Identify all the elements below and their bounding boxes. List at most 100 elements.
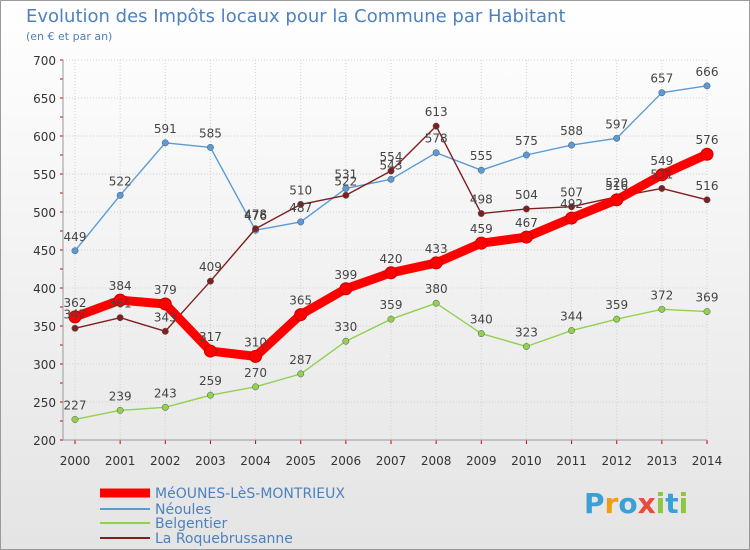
data-label: 384 bbox=[109, 279, 132, 293]
legend-label: MéOUNES-LèS-MONTRIEUX bbox=[155, 486, 345, 502]
proxiti-logo: Proxiti bbox=[584, 487, 688, 520]
data-label: 510 bbox=[289, 183, 312, 197]
x-tick-label: 2003 bbox=[195, 454, 226, 468]
y-tick-label: 600 bbox=[33, 130, 56, 144]
data-label: 340 bbox=[470, 313, 493, 327]
data-label: 478 bbox=[244, 208, 267, 222]
data-label: 467 bbox=[515, 216, 538, 230]
logo-letter: i bbox=[655, 487, 666, 520]
y-tick-label: 250 bbox=[33, 396, 56, 410]
series-point-3 bbox=[297, 200, 305, 208]
data-label: 372 bbox=[650, 288, 673, 302]
series-point-1 bbox=[342, 184, 350, 192]
series-point-1 bbox=[387, 175, 395, 183]
series-point-2 bbox=[703, 308, 711, 316]
data-label: 449 bbox=[64, 230, 87, 244]
logo-letter: P bbox=[584, 487, 605, 520]
x-tick-label: 2013 bbox=[647, 454, 678, 468]
x-tick-label: 2010 bbox=[511, 454, 542, 468]
data-label: 531 bbox=[650, 167, 673, 181]
series-point-1 bbox=[71, 247, 79, 255]
data-label: 323 bbox=[515, 326, 538, 340]
legend: MéOUNES-LèS-MONTRIEUXNéoulesBelgentierLa… bbox=[100, 486, 345, 547]
data-label: 317 bbox=[199, 330, 222, 344]
data-label: 399 bbox=[334, 268, 357, 282]
data-label: 555 bbox=[470, 149, 493, 163]
y-tick-label: 500 bbox=[33, 206, 56, 220]
series-point-3 bbox=[568, 203, 576, 211]
series-point-2 bbox=[658, 305, 666, 313]
series-point-1 bbox=[477, 166, 485, 174]
series-point-3 bbox=[161, 327, 169, 335]
series-point-0 bbox=[203, 344, 217, 358]
series-point-2 bbox=[387, 315, 395, 323]
series-point-0 bbox=[519, 230, 533, 244]
data-label: 361 bbox=[109, 297, 132, 311]
y-tick-label: 350 bbox=[33, 320, 56, 334]
series-point-3 bbox=[206, 277, 214, 285]
x-tick-label: 2009 bbox=[466, 454, 497, 468]
series-point-1 bbox=[206, 143, 214, 151]
data-label: 379 bbox=[154, 283, 177, 297]
series-point-0 bbox=[113, 293, 127, 307]
x-tick-label: 2011 bbox=[556, 454, 587, 468]
series-point-1 bbox=[161, 139, 169, 147]
data-label: 516 bbox=[696, 179, 719, 193]
x-tick-label: 2008 bbox=[421, 454, 452, 468]
data-label: 507 bbox=[560, 186, 583, 200]
series-point-3 bbox=[522, 205, 530, 213]
x-tick-label: 2004 bbox=[240, 454, 271, 468]
data-label: 409 bbox=[199, 260, 222, 274]
series-point-3 bbox=[703, 196, 711, 204]
series-point-1 bbox=[658, 89, 666, 97]
data-label: 657 bbox=[650, 72, 673, 86]
data-label: 459 bbox=[470, 222, 493, 236]
y-tick-label: 450 bbox=[33, 244, 56, 258]
series-point-3 bbox=[342, 191, 350, 199]
data-label: 347 bbox=[64, 307, 87, 321]
data-label: 613 bbox=[425, 105, 448, 119]
data-label: 531 bbox=[334, 167, 357, 181]
data-label: 270 bbox=[244, 366, 267, 380]
series-point-0 bbox=[655, 168, 669, 182]
x-tick-label: 2002 bbox=[150, 454, 181, 468]
series-point-1 bbox=[432, 149, 440, 157]
series-point-3 bbox=[432, 122, 440, 130]
series-point-0 bbox=[610, 193, 624, 207]
series-point-1 bbox=[703, 82, 711, 90]
axes: 200 250 300 350 400 450 500 550 600 650 700 2000 200… bbox=[33, 54, 722, 468]
data-label: 516 bbox=[605, 179, 628, 193]
data-label: 365 bbox=[289, 294, 312, 308]
series-point-2 bbox=[568, 327, 576, 335]
series-point-2 bbox=[297, 370, 305, 378]
series-point-1 bbox=[613, 134, 621, 142]
logo-letter: x bbox=[637, 487, 656, 520]
x-tick-label: 2007 bbox=[376, 454, 407, 468]
data-label: 498 bbox=[470, 193, 493, 207]
data-label: 492 bbox=[560, 197, 583, 211]
series-point-2 bbox=[432, 299, 440, 307]
data-label: 578 bbox=[425, 132, 448, 146]
series-point-2 bbox=[252, 383, 260, 391]
series-point-2 bbox=[206, 391, 214, 399]
series-point-0 bbox=[249, 349, 263, 363]
y-tick-label: 400 bbox=[33, 282, 56, 296]
series-point-2 bbox=[522, 343, 530, 350]
data-label: 522 bbox=[109, 174, 132, 188]
data-label: 666 bbox=[696, 65, 719, 79]
series-point-2 bbox=[161, 403, 169, 411]
series-group bbox=[68, 82, 714, 423]
data-label: 520 bbox=[605, 176, 628, 190]
data-labels: 449 522 591 585 476 487 531 543 578 555 575 588 597 6… bbox=[64, 65, 719, 413]
data-label: 310 bbox=[244, 335, 267, 349]
data-label: 576 bbox=[696, 133, 719, 147]
data-label: 359 bbox=[380, 298, 403, 312]
series-point-3 bbox=[71, 324, 79, 332]
x-tick-label: 2000 bbox=[60, 454, 91, 468]
data-label: 543 bbox=[380, 158, 403, 172]
series-point-0 bbox=[339, 282, 353, 296]
data-label: 287 bbox=[289, 353, 312, 367]
series-point-1 bbox=[522, 151, 530, 159]
series-point-1 bbox=[297, 218, 305, 226]
series-point-2 bbox=[71, 416, 79, 423]
